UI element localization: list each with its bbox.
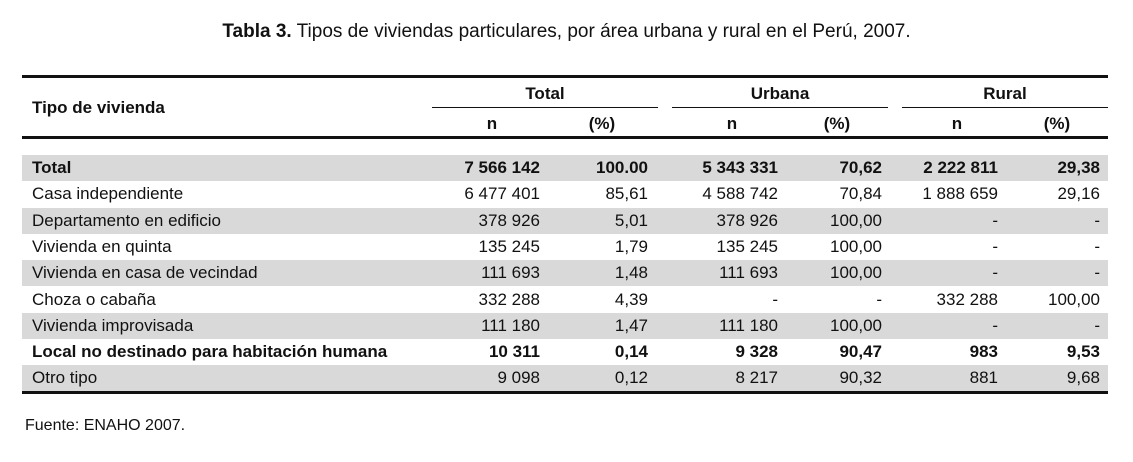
subheader-urbana-n: n: [726, 114, 738, 133]
table-cell: 9 098: [497, 368, 540, 388]
housing-types-table: Tipo de vivienda Total Urbana Rural n (%…: [22, 75, 1108, 395]
table-cell: -: [992, 210, 998, 230]
group-underline-rural: [902, 107, 1108, 108]
source-note: Fuente: ENAHO 2007.: [25, 417, 186, 434]
table-cell: 111 693: [481, 263, 540, 283]
row-label: Otro tipo: [32, 368, 98, 388]
table-cell: 9,68: [1066, 368, 1100, 388]
table-cell: 1 888 659: [922, 184, 998, 204]
table-cell: 70,62: [839, 158, 882, 177]
table-cell: 70,84: [839, 184, 882, 204]
table-cell: 1,79: [614, 236, 648, 256]
table-cell: 9,53: [1066, 342, 1100, 362]
table-cell: -: [992, 315, 998, 335]
subheader-total-pct: (%): [588, 114, 616, 133]
subheader-rural-n: n: [951, 114, 963, 133]
table-cell: -: [876, 289, 882, 309]
subheader-rural-pct: (%): [1043, 114, 1071, 133]
table-cell: -: [772, 289, 778, 309]
caption-text: Tipos de viviendas particulares, por áre…: [296, 21, 911, 42]
table-cell: 7 566 142: [464, 158, 540, 177]
row-header-label: Tipo de vivienda: [32, 98, 165, 117]
table-cell: -: [1094, 315, 1100, 335]
table-cell: 135 245: [716, 236, 778, 256]
subheader-urbana-pct: (%): [823, 114, 851, 133]
table-cell: 90,47: [839, 342, 882, 362]
table-cell: -: [1094, 236, 1100, 256]
table-caption: Tabla 3. Tipos de viviendas particulares…: [0, 21, 1133, 43]
table-cell: 2 222 811: [923, 158, 998, 177]
table-cell: 111 180: [481, 315, 540, 335]
table-cell: 29,16: [1057, 184, 1100, 204]
table-cell: 1,47: [614, 315, 648, 335]
row-label: Vivienda en casa de vecindad: [32, 263, 258, 283]
table-cell: 10 311: [488, 342, 540, 362]
table-cell: 378 926: [716, 210, 778, 230]
table-cell: 90,32: [839, 368, 882, 388]
row-label: Local no destinado para habitación human…: [32, 342, 388, 362]
row-label: Departamento en edificio: [32, 210, 222, 230]
group-underline-total: [432, 107, 658, 108]
table-header-rule: [22, 136, 1108, 139]
table-cell: -: [1094, 263, 1100, 283]
table-cell: 5,01: [614, 210, 648, 230]
table-row: Vivienda en quinta 135 245 1,79 135 245 100,…: [22, 234, 1108, 260]
table-cell: 5 343 331: [702, 158, 778, 177]
row-label: Vivienda improvisada: [32, 315, 194, 335]
table-cell: 378 926: [478, 210, 540, 230]
group-underline-urbana: [672, 107, 888, 108]
group-header-total: Total: [525, 84, 565, 103]
group-header-urbana: Urbana: [750, 84, 810, 103]
table-cell: 135 245: [478, 236, 540, 256]
table-cell: 85,61: [605, 184, 648, 204]
table-cell: 111 693: [719, 263, 778, 283]
subheader-total-n: n: [486, 114, 498, 133]
table-cell: 983: [969, 342, 998, 362]
table-cell: 9 328: [735, 342, 778, 362]
table-cell: 100,00: [830, 210, 882, 230]
table-cell: 111 180: [719, 315, 778, 335]
table-bottom-rule: [22, 391, 1108, 394]
table-cell: 29,38: [1057, 158, 1100, 177]
table-cell: 100,00: [1048, 289, 1100, 309]
table-cell: -: [992, 236, 998, 256]
table-cell: 881: [969, 368, 998, 388]
table-cell: 0,12: [614, 368, 648, 388]
table-cell: 332 288: [478, 289, 540, 309]
table-row: Choza o cabaña 332 288 4,39 - - 332 288 100,00: [22, 287, 1108, 313]
table-row: Departamento en edificio 378 926 5,01 378 9…: [22, 207, 1108, 234]
row-label: Choza o cabaña: [32, 289, 156, 309]
table-row: Local no destinado para habitación human…: [22, 339, 1108, 365]
table-cell: -: [1094, 210, 1100, 230]
table-top-rule: [22, 75, 1108, 78]
table-cell: 100.00: [596, 158, 648, 177]
row-label: Vivienda en quinta: [32, 236, 172, 256]
table-row: Total 7 566 142 100.00 5 343 331 70,62 2 222 …: [22, 155, 1108, 181]
table-cell: 100,00: [830, 236, 882, 256]
caption-label: Tabla 3.: [222, 21, 292, 42]
table-row: Vivienda improvisada 111 180 1,47 111 180 10…: [22, 312, 1108, 339]
table-row: Vivienda en casa de vecindad 111 693 1,48 1…: [22, 260, 1108, 287]
table-cell: -: [992, 263, 998, 283]
table-cell: 100,00: [830, 315, 882, 335]
table-cell: 100,00: [830, 263, 882, 283]
group-header-rural: Rural: [983, 84, 1027, 103]
table-row: Otro tipo 9 098 0,12 8 217 90,32 881 9,68: [22, 365, 1108, 392]
table-cell: 4,39: [614, 289, 648, 309]
table-cell: 1,48: [614, 263, 648, 283]
table-cell: 4 588 742: [702, 184, 778, 204]
row-label: Casa independiente: [32, 184, 184, 204]
table-cell: 0,14: [614, 342, 648, 362]
table-cell: 8 217: [735, 368, 778, 388]
table-row: Casa independiente 6 477 401 85,61 4 588 74…: [22, 181, 1108, 207]
row-label: Total: [32, 158, 72, 177]
table-cell: 6 477 401: [464, 184, 540, 204]
table-cell: 332 288: [936, 289, 998, 309]
